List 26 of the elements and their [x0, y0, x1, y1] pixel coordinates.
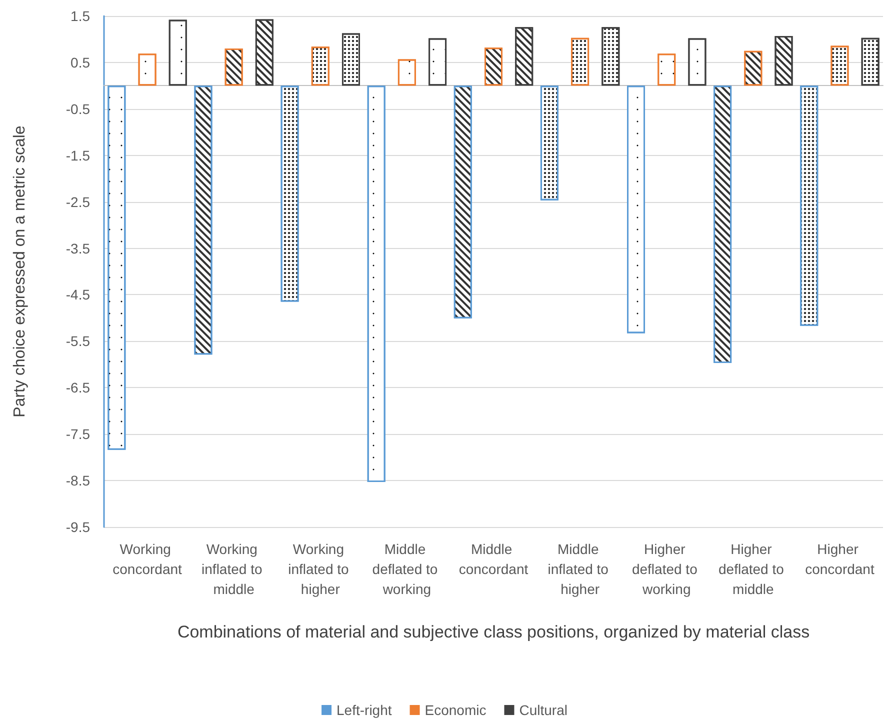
y-axis-title: Party choice expressed on a metric scale: [12, 126, 28, 418]
x-tick-label: Working concordant: [112, 541, 182, 577]
y-tick-label: -8.5: [66, 472, 90, 489]
y-tick-label: -7.5: [66, 426, 90, 442]
y-tick-label: -0.5: [66, 100, 90, 117]
legend-label: Cultural: [519, 702, 568, 718]
y-tick-label: -2.5: [66, 194, 90, 210]
x-tick-label: Higher deflated to middle: [718, 541, 788, 597]
legend-label: Left-right: [336, 702, 392, 718]
y-tick-label: -6.5: [66, 380, 90, 396]
x-tick-label: Middle inflated to higher: [548, 541, 612, 597]
y-tick-label: -9.5: [66, 519, 90, 535]
y-tick-label: 0.5: [70, 54, 90, 70]
x-tick-label: Higher concordant: [805, 541, 874, 577]
x-axis-title: Combinations of material and subjective class positions, organized by material class: [177, 622, 810, 642]
y-tick-label: -1.5: [66, 147, 90, 164]
x-tick-label: Middle deflated to working: [372, 541, 442, 597]
legend-label: Economic: [424, 702, 486, 718]
x-tick-label: Higher deflated to working: [632, 541, 702, 597]
y-tick-label: 1.5: [70, 8, 90, 24]
y-tick-label: -5.5: [66, 333, 90, 350]
x-tick-label: Working inflated to higher: [288, 541, 353, 597]
y-tick-label: -4.5: [66, 286, 90, 303]
x-tick-label: Middle concordant: [458, 541, 528, 577]
x-tick-label: Working inflated to middle: [202, 541, 266, 597]
y-tick-label: -3.5: [66, 240, 90, 256]
